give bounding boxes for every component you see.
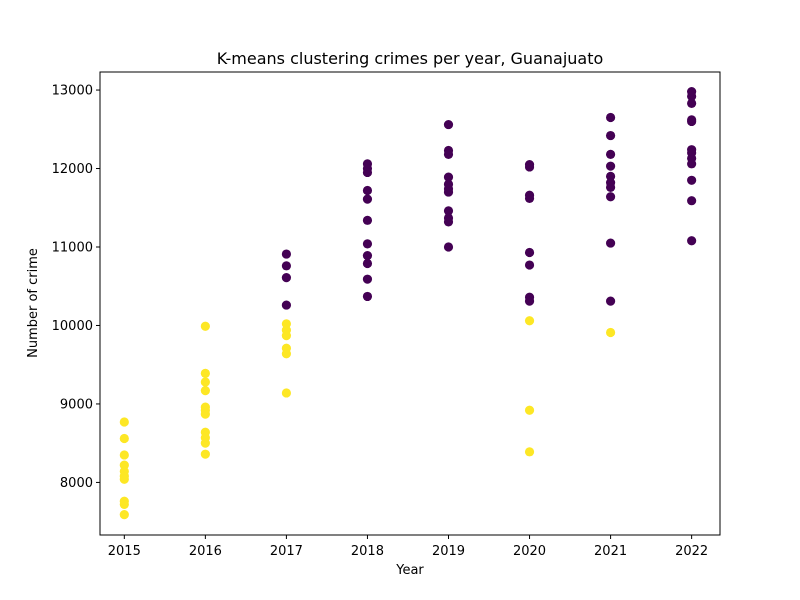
- data-point-cluster-0: [281, 300, 292, 310]
- data-point-cluster-0: [443, 217, 454, 227]
- data-point-cluster-0: [362, 274, 373, 284]
- data-point-cluster-0: [687, 98, 697, 108]
- x-tick-label: 2019: [432, 544, 465, 559]
- data-point-cluster-0: [443, 187, 454, 197]
- data-point-cluster-0: [524, 162, 535, 172]
- data-point-cluster-1: [524, 447, 535, 457]
- data-point-cluster-0: [605, 112, 616, 123]
- x-tick-label: 2017: [270, 544, 303, 559]
- data-point-cluster-1: [524, 316, 535, 326]
- y-axis-label: Number of crime: [26, 248, 41, 358]
- x-tick-label: 2015: [108, 544, 141, 559]
- data-point-cluster-0: [605, 149, 616, 159]
- data-point-cluster-0: [362, 215, 373, 225]
- data-point-cluster-0: [362, 291, 373, 302]
- plot-frame: [99, 71, 721, 536]
- data-point-cluster-0: [687, 196, 697, 206]
- x-tick-label: 2018: [351, 544, 384, 559]
- chart-title: K-means clustering crimes per year, Guan…: [217, 49, 604, 68]
- data-point-cluster-0: [443, 172, 454, 182]
- x-tick-label: 2022: [675, 544, 708, 559]
- data-point-cluster-0: [281, 261, 292, 271]
- data-point-cluster-0: [524, 247, 535, 258]
- data-point-cluster-0: [281, 249, 292, 259]
- data-point-cluster-0: [443, 242, 454, 252]
- data-point-cluster-0: [281, 273, 292, 283]
- y-tick-label: 11000: [52, 240, 93, 255]
- data-point-cluster-0: [605, 182, 616, 192]
- data-point-cluster-0: [443, 149, 454, 159]
- data-point-cluster-1: [200, 377, 210, 387]
- x-tick-label: 2020: [513, 544, 546, 559]
- x-axis-ticks: 2015 2016 2017 2018 2019 2020 2021 2022: [108, 535, 708, 559]
- y-tick-label: 9000: [60, 397, 93, 412]
- data-point-cluster-1: [119, 474, 129, 484]
- points-layer: [119, 87, 697, 520]
- data-point-cluster-1: [524, 405, 535, 415]
- data-point-cluster-0: [524, 296, 535, 306]
- data-point-cluster-1: [119, 509, 129, 520]
- data-point-cluster-0: [362, 185, 373, 196]
- data-point-cluster-0: [443, 206, 454, 216]
- data-point-cluster-1: [119, 499, 129, 509]
- data-point-cluster-1: [281, 331, 292, 341]
- data-point-cluster-0: [687, 116, 697, 127]
- y-axis-ticks: 8000 9000 10000 11000 12000 13000: [52, 84, 100, 491]
- data-point-cluster-0: [605, 161, 616, 171]
- data-point-cluster-0: [605, 130, 616, 141]
- data-point-cluster-0: [605, 192, 616, 202]
- data-point-cluster-1: [200, 438, 210, 448]
- data-point-cluster-0: [687, 236, 697, 246]
- data-point-cluster-0: [687, 175, 697, 185]
- data-point-cluster-1: [200, 449, 210, 459]
- data-point-cluster-0: [524, 193, 535, 203]
- data-point-cluster-0: [605, 296, 616, 306]
- data-point-cluster-1: [200, 368, 210, 378]
- y-tick-label: 8000: [60, 476, 93, 491]
- data-point-cluster-1: [119, 417, 129, 427]
- data-point-cluster-0: [362, 258, 373, 269]
- data-point-cluster-0: [687, 159, 697, 169]
- data-point-cluster-1: [200, 409, 210, 419]
- data-point-cluster-0: [524, 260, 535, 270]
- data-point-cluster-0: [687, 91, 697, 101]
- data-point-cluster-0: [605, 238, 616, 248]
- x-tick-label: 2021: [594, 544, 627, 559]
- data-point-cluster-0: [362, 194, 373, 204]
- data-point-cluster-0: [362, 167, 373, 178]
- x-axis-label: Year: [395, 563, 424, 578]
- data-point-cluster-1: [281, 388, 292, 398]
- data-point-cluster-1: [200, 321, 210, 331]
- data-point-cluster-1: [281, 349, 292, 359]
- data-point-cluster-1: [119, 450, 129, 460]
- y-tick-label: 13000: [52, 84, 93, 99]
- data-point-cluster-1: [119, 433, 129, 444]
- data-point-cluster-0: [443, 119, 454, 130]
- data-point-cluster-1: [605, 327, 616, 338]
- y-tick-label: 12000: [52, 162, 93, 177]
- x-tick-label: 2016: [189, 544, 222, 559]
- y-tick-label: 10000: [52, 319, 93, 334]
- data-point-cluster-1: [200, 386, 210, 396]
- data-point-cluster-0: [362, 239, 373, 249]
- data-point-cluster-0: [362, 251, 373, 261]
